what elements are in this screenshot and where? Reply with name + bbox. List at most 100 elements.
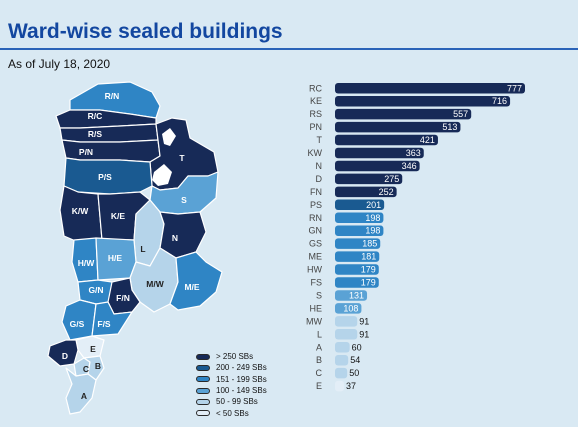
bar-value-label: 91: [359, 316, 369, 326]
page-title: Ward-wise sealed buildings: [8, 20, 283, 43]
ward-label-rs: R/S: [88, 129, 103, 139]
legend-swatch: [196, 387, 210, 394]
bar: [335, 134, 438, 146]
legend: > 250 SBs 200 - 249 SBs 151 - 199 SBs 10…: [196, 351, 267, 419]
bar: [335, 225, 384, 236]
ward-label-gs: G/S: [70, 319, 85, 329]
bar-category-label: ME: [309, 252, 323, 262]
title-divider: [0, 48, 578, 50]
bar-category-label: L: [317, 329, 322, 339]
bar: [335, 251, 380, 262]
bar-value-label: 346: [402, 161, 417, 171]
ward-label-a: A: [81, 391, 87, 401]
ward-label-s: S: [181, 195, 187, 205]
bar-category-label: PN: [309, 122, 322, 132]
ward-label-me: M/E: [184, 282, 199, 292]
bar: [335, 238, 381, 249]
bar-value-label: 185: [362, 239, 377, 249]
ward-label-t: T: [179, 153, 185, 163]
bar-value-label: 363: [406, 148, 421, 158]
bar-category-label: RS: [309, 109, 322, 119]
ward-label-n: N: [172, 233, 178, 243]
bar: [335, 83, 525, 94]
legend-item: 100 - 149 SBs: [196, 385, 267, 396]
bar-value-label: 201: [366, 200, 381, 210]
ward-label-ps: P/S: [98, 172, 112, 182]
ward-label-hw: H/W: [78, 258, 96, 268]
bar-value-label: 716: [492, 96, 507, 106]
bar-category-label: RC: [309, 83, 322, 93]
bar-value-label: 557: [453, 109, 468, 119]
bar-value-label: 275: [384, 174, 399, 184]
bar: [335, 95, 511, 107]
bar: [335, 329, 358, 340]
bar-value-label: 179: [361, 278, 376, 288]
bar-category-label: PS: [310, 200, 322, 210]
bar-category-label: T: [317, 135, 323, 145]
legend-swatch: [196, 398, 210, 405]
bar-value-label: 54: [350, 355, 360, 365]
bar: [335, 367, 348, 379]
bar: [335, 160, 420, 172]
bar-category-label: S: [316, 290, 322, 300]
bar-value-label: 513: [442, 122, 457, 132]
bar-category-label: E: [316, 381, 322, 391]
bar-category-label: A: [316, 342, 322, 352]
bar-value-label: 131: [349, 290, 364, 300]
ward-label-fn: F/N: [116, 293, 130, 303]
bar-value-label: 91: [359, 329, 369, 339]
bar-category-label: MW: [306, 316, 322, 326]
lake-shape: [162, 128, 176, 146]
bar: [335, 380, 345, 392]
bar: [335, 186, 397, 198]
bar: [335, 342, 350, 353]
bar-value-label: 37: [346, 381, 356, 391]
ward-label-gn: G/N: [88, 285, 103, 295]
bar-category-label: C: [316, 368, 323, 378]
bar: [335, 316, 358, 327]
bar-category-label: KE: [310, 96, 322, 106]
legend-swatch: [196, 410, 210, 417]
legend-item: 200 - 249 SBs: [196, 362, 267, 373]
bar-value-label: 252: [379, 187, 394, 197]
bar-category-label: FS: [310, 278, 322, 288]
ward-region-d: [47, 339, 79, 367]
ward-label-b: B: [95, 361, 101, 371]
ward-label-pn: P/N: [79, 147, 93, 157]
bar: [335, 264, 379, 275]
bar: [335, 147, 424, 159]
ward-label-l: L: [140, 244, 145, 254]
bar-value-label: 179: [361, 265, 376, 275]
bar-value-label: 198: [365, 226, 380, 236]
ward-label-ke: K/E: [111, 211, 126, 221]
ward-label-mw: M/W: [146, 279, 164, 289]
legend-label: 151 - 199 SBs: [216, 374, 267, 384]
legend-label: < 50 SBs: [216, 408, 249, 418]
legend-swatch: [196, 376, 210, 383]
ward-label-c: C: [83, 364, 89, 374]
ward-label-kw: K/W: [72, 206, 90, 216]
bar-value-label: 777: [507, 83, 522, 93]
bar-category-label: B: [316, 355, 322, 365]
bar: [335, 121, 461, 133]
bar: [335, 108, 472, 120]
bar-category-label: D: [316, 174, 323, 184]
bar: [335, 290, 368, 301]
bar-category-label: N: [316, 161, 323, 171]
legend-item: < 50 SBs: [196, 407, 267, 418]
bar: [335, 354, 349, 366]
legend-item: 151 - 199 SBs: [196, 374, 267, 385]
legend-item: 50 - 99 SBs: [196, 396, 267, 407]
ward-region-me: [169, 251, 223, 311]
bar-value-label: 421: [420, 135, 435, 145]
subtitle: As of July 18, 2020: [8, 57, 111, 71]
ward-region-a: [65, 367, 97, 415]
bar-value-label: 50: [349, 368, 359, 378]
bar: [335, 303, 362, 314]
legend-label: > 250 SBs: [216, 352, 254, 362]
bar-value-label: 60: [352, 342, 362, 352]
bar-category-label: RN: [309, 213, 322, 223]
bar-value-label: 181: [361, 252, 376, 262]
legend-swatch: [196, 353, 210, 360]
